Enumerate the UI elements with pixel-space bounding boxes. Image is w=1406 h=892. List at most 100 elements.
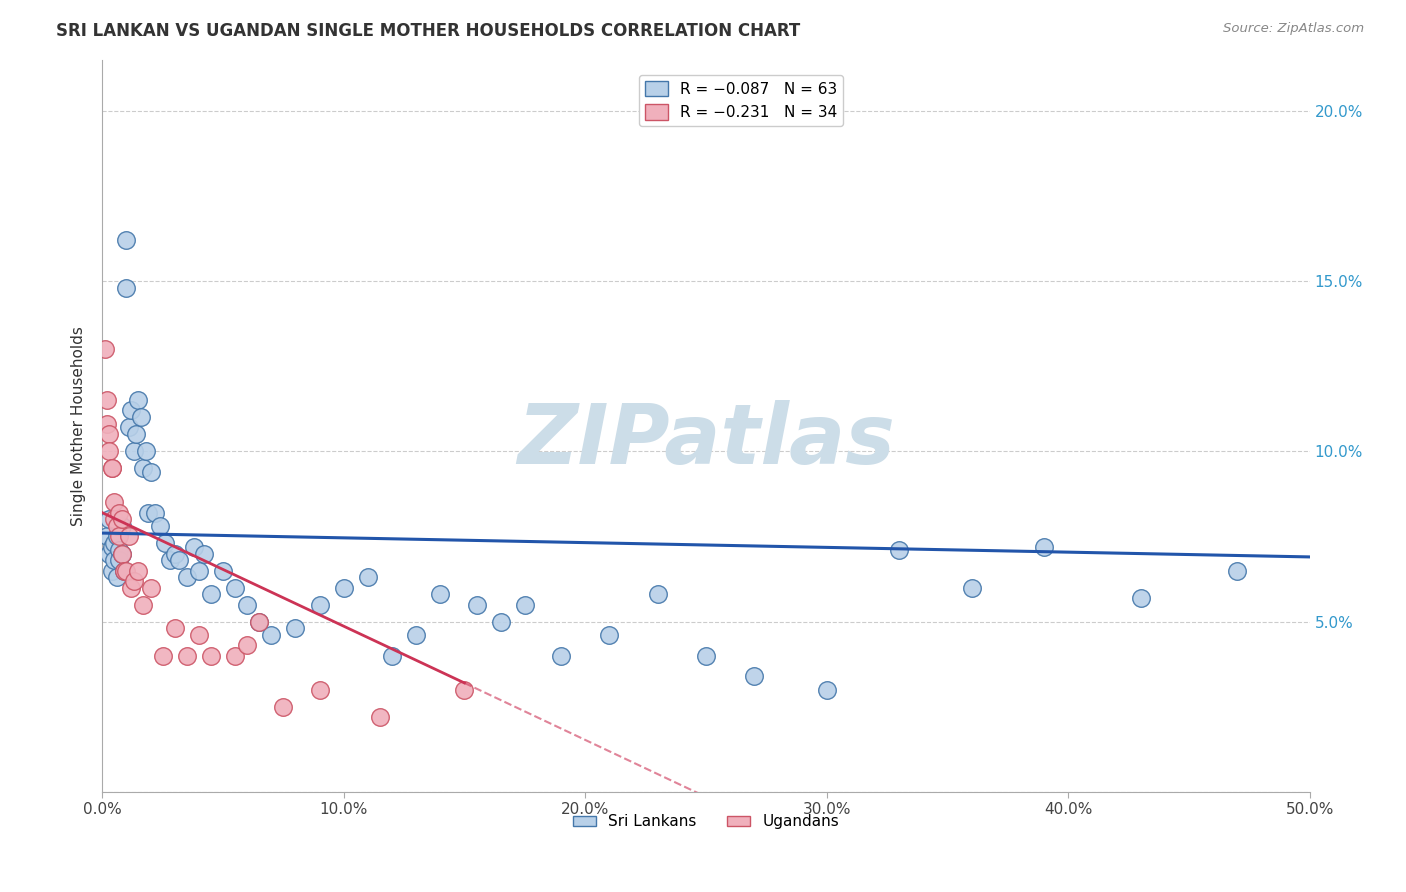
Point: [103, 553, 125, 567]
Point: [101, 540, 124, 554]
Point: [120, 403, 142, 417]
Point: [96, 393, 118, 408]
Point: [125, 427, 148, 442]
Point: [247, 615, 270, 629]
Point: [550, 648, 572, 663]
Point: [381, 648, 404, 663]
Point: [224, 648, 246, 663]
Legend: Sri Lankans, Ugandans: Sri Lankans, Ugandans: [567, 808, 845, 836]
Point: [163, 547, 186, 561]
Point: [105, 570, 128, 584]
Point: [647, 587, 669, 601]
Point: [453, 682, 475, 697]
Point: [98, 512, 121, 526]
Point: [1033, 540, 1056, 554]
Point: [108, 553, 131, 567]
Point: [169, 553, 191, 567]
Point: [260, 628, 283, 642]
Point: [108, 543, 131, 558]
Point: [815, 682, 838, 697]
Point: [200, 648, 222, 663]
Point: [127, 393, 149, 408]
Point: [118, 420, 141, 434]
Point: [122, 444, 145, 458]
Point: [247, 615, 270, 629]
Point: [132, 598, 155, 612]
Point: [1129, 591, 1152, 605]
Point: [98, 427, 121, 442]
Point: [139, 581, 162, 595]
Point: [224, 581, 246, 595]
Point: [98, 547, 121, 561]
Point: [132, 461, 155, 475]
Text: Source: ZipAtlas.com: Source: ZipAtlas.com: [1223, 22, 1364, 36]
Point: [115, 281, 138, 295]
Point: [332, 581, 354, 595]
Point: [115, 233, 138, 247]
Point: [118, 529, 141, 543]
Point: [105, 529, 128, 543]
Point: [187, 564, 209, 578]
Point: [742, 669, 765, 683]
Point: [103, 495, 125, 509]
Point: [112, 564, 135, 578]
Point: [101, 564, 124, 578]
Point: [163, 622, 186, 636]
Text: ZIPatlas: ZIPatlas: [517, 400, 894, 481]
Point: [108, 529, 131, 543]
Point: [368, 710, 391, 724]
Point: [695, 648, 717, 663]
Point: [159, 553, 181, 567]
Point: [127, 564, 149, 578]
Point: [101, 461, 124, 475]
Point: [103, 536, 125, 550]
Point: [96, 417, 118, 431]
Point: [273, 699, 295, 714]
Point: [236, 639, 259, 653]
Point: [598, 628, 620, 642]
Point: [112, 564, 135, 578]
Point: [153, 536, 176, 550]
Point: [960, 581, 983, 595]
Point: [187, 628, 209, 642]
Point: [149, 519, 172, 533]
Point: [115, 564, 138, 578]
Point: [176, 570, 198, 584]
Point: [284, 622, 307, 636]
Point: [93, 342, 115, 356]
Point: [105, 519, 128, 533]
Point: [136, 506, 159, 520]
Point: [110, 547, 132, 561]
Point: [152, 648, 174, 663]
Point: [139, 465, 162, 479]
Point: [465, 598, 488, 612]
Point: [212, 564, 235, 578]
Point: [513, 598, 536, 612]
Point: [122, 574, 145, 588]
Point: [429, 587, 451, 601]
Point: [308, 598, 330, 612]
Point: [110, 547, 132, 561]
Point: [135, 444, 157, 458]
Point: [887, 543, 910, 558]
Point: [110, 512, 132, 526]
Point: [143, 506, 166, 520]
Point: [489, 615, 512, 629]
Point: [103, 512, 125, 526]
Point: [108, 506, 131, 520]
Point: [176, 648, 198, 663]
Point: [110, 519, 132, 533]
Point: [1226, 564, 1249, 578]
Point: [129, 410, 152, 425]
Point: [308, 682, 330, 697]
Point: [200, 587, 222, 601]
Point: [98, 444, 121, 458]
Text: SRI LANKAN VS UGANDAN SINGLE MOTHER HOUSEHOLDS CORRELATION CHART: SRI LANKAN VS UGANDAN SINGLE MOTHER HOUS…: [56, 22, 800, 40]
Point: [96, 529, 118, 543]
Point: [236, 598, 259, 612]
Y-axis label: Single Mother Households: Single Mother Households: [72, 326, 86, 525]
Point: [193, 547, 215, 561]
Point: [183, 540, 205, 554]
Point: [357, 570, 380, 584]
Point: [101, 461, 124, 475]
